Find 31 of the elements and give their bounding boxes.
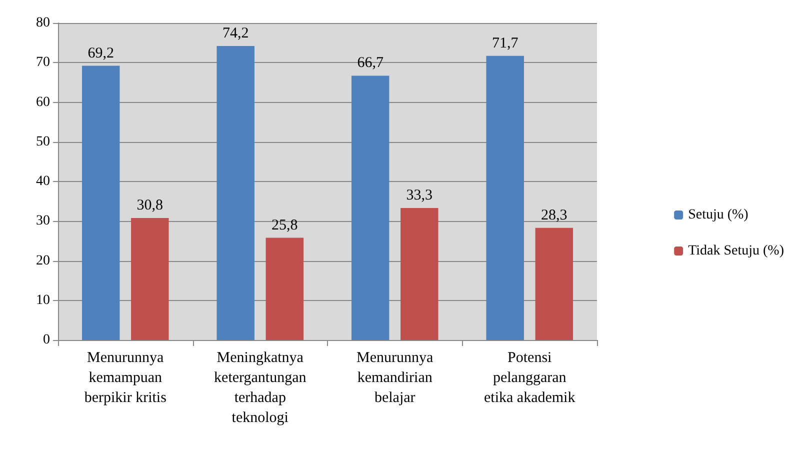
y-tick-label: 30 [36,214,50,229]
data-label: 69,2 [88,45,114,62]
bar [351,76,390,340]
bar [131,218,169,340]
data-label: 28,3 [541,207,568,224]
x-tick-label: Potensi pelanggaran etika akademik [484,350,576,406]
x-tick-label: Menurunnya kemandirian belajar [356,350,434,406]
bar [486,56,524,340]
bar [82,66,120,340]
data-label: 74,2 [222,25,249,42]
y-tick-label: 50 [36,134,50,150]
data-label: 71,7 [492,35,519,52]
data-label: 66,7 [357,55,384,72]
data-label: 30,8 [136,197,164,214]
y-tick-label: 60 [36,94,50,110]
y-tick-label: 40 [36,174,50,189]
x-tick-label: Meningkatnya ketergantungan terhadap teknologi [214,350,307,426]
y-tick-label: 10 [36,292,50,308]
data-label: 33,3 [406,188,433,204]
bar [216,46,254,340]
y-tick-label: 80 [36,16,50,30]
y-tick-label: 0 [43,332,50,348]
x-tick-label: Menurunnya kemampuan berpikir kritis [84,350,167,406]
bar [266,238,304,340]
legend-label: Setuju (%) [688,208,749,222]
data-label: 25,8 [272,217,298,234]
y-tick-label: 70 [36,55,50,70]
bar [400,208,438,340]
y-tick-label: 20 [36,253,50,268]
legend-label: Tidak Setuju (%) [688,244,784,258]
bar [535,228,574,340]
